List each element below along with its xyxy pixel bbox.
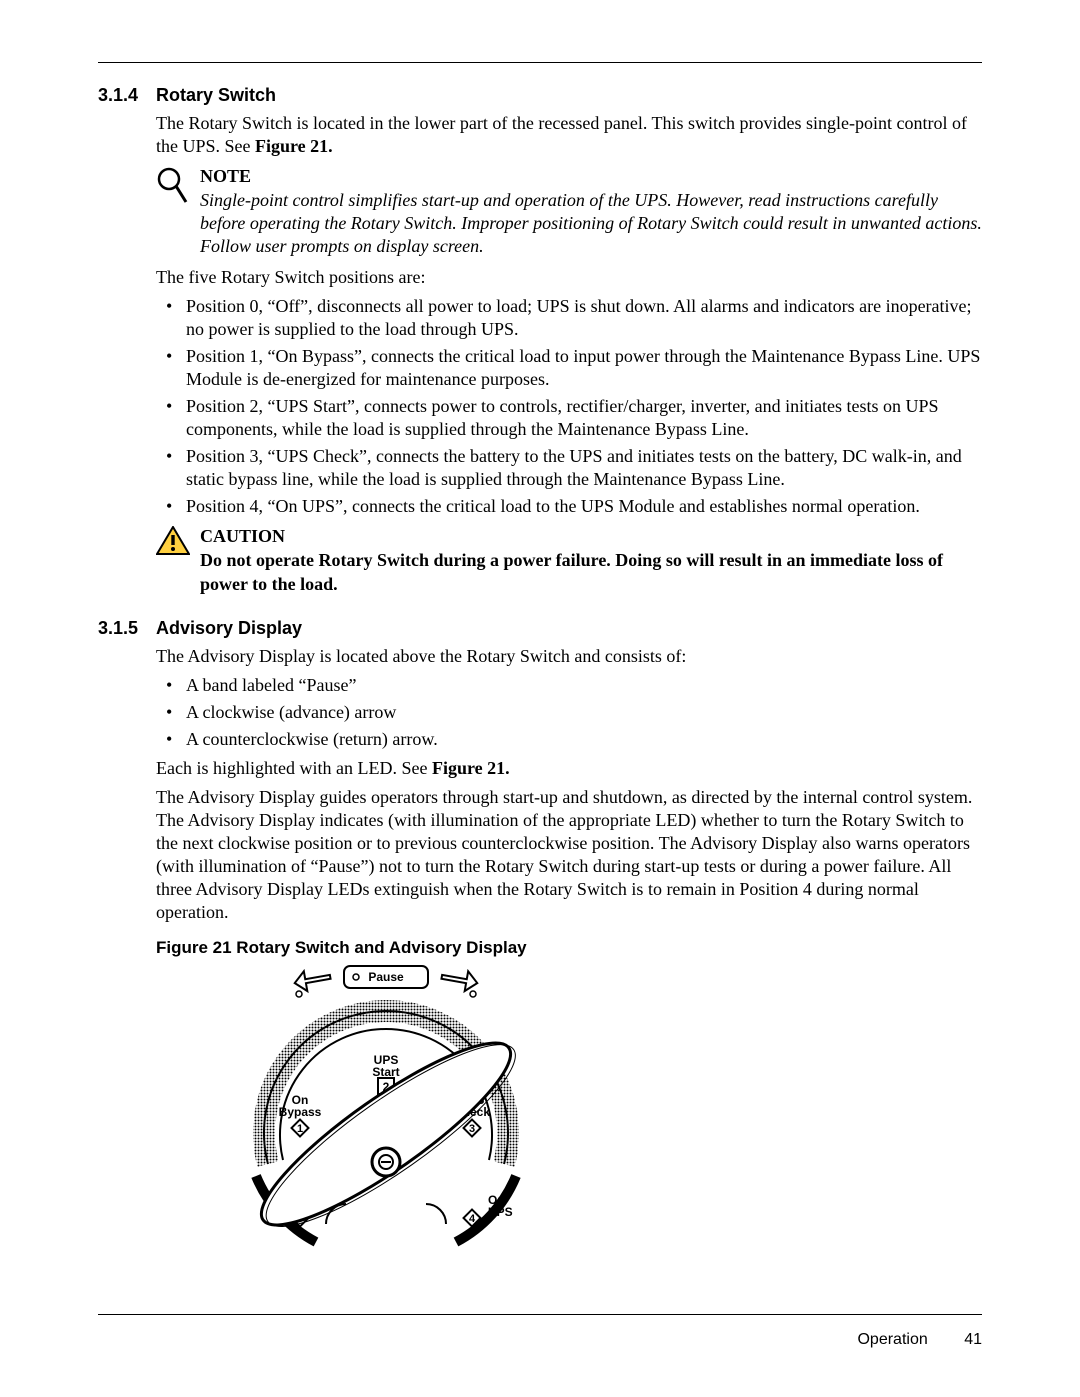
heading-rotary-switch: 3.1.4Rotary Switch <box>98 85 982 106</box>
advisory-p2: Each is highlighted with an LED. See Fig… <box>156 757 982 780</box>
bottom-rule <box>98 1314 982 1315</box>
list-item: A band labeled “Pause” <box>186 674 982 697</box>
positions-lead: The five Rotary Switch positions are: <box>156 266 982 289</box>
positions-list: Position 0, “Off”, disconnects all power… <box>156 295 982 518</box>
pos-num-4: 4 <box>469 1213 476 1225</box>
label-ups-start: UPSStart <box>372 1053 399 1079</box>
pause-band: Pause <box>344 966 428 988</box>
note-text: NOTE Single-point control simplifies sta… <box>200 166 982 258</box>
advisory-intro: The Advisory Display is located above th… <box>156 645 982 668</box>
note-icon-col <box>156 166 200 258</box>
label-on-bypass: OnBypass <box>279 1093 322 1119</box>
list-item: A clockwise (advance) arrow <box>186 701 982 724</box>
heading-title: Advisory Display <box>156 618 302 638</box>
caution-body: Do not operate Rotary Switch during a po… <box>200 549 982 595</box>
magnifier-icon <box>156 166 188 206</box>
list-item: Position 2, “UPS Start”, connects power … <box>186 395 982 441</box>
list-item: A counterclockwise (return) arrow. <box>186 728 982 751</box>
caution-block: CAUTION Do not operate Rotary Switch dur… <box>156 526 982 595</box>
return-arrow-icon <box>293 967 332 997</box>
heading-advisory-display: 3.1.5Advisory Display <box>98 618 982 639</box>
caution-text: CAUTION Do not operate Rotary Switch dur… <box>200 526 982 595</box>
figure-caption: Figure 21 Rotary Switch and Advisory Dis… <box>156 938 982 958</box>
pos-num-3: 3 <box>469 1123 475 1135</box>
advisory-p2-figref: Figure 21. <box>432 758 510 778</box>
advisory-list: A band labeled “Pause” A clockwise (adva… <box>156 674 982 751</box>
footer-page-number: 41 <box>964 1331 982 1348</box>
note-block: NOTE Single-point control simplifies sta… <box>156 166 982 258</box>
top-rule <box>98 62 982 63</box>
rotary-intro: The Rotary Switch is located in the lowe… <box>156 112 982 158</box>
advisory-p3: The Advisory Display guides operators th… <box>156 786 982 924</box>
note-title: NOTE <box>200 166 982 187</box>
heading-number: 3.1.5 <box>98 618 156 639</box>
figure-wrap: Pause UPSSta <box>156 964 982 1254</box>
rotary-intro-figref: Figure 21. <box>255 136 333 156</box>
note-body: Single-point control simplifies start-up… <box>200 189 982 258</box>
page-footer: Operation 41 <box>857 1331 982 1349</box>
pause-label: Pause <box>368 970 404 984</box>
list-item: Position 3, “UPS Check”, connects the ba… <box>186 445 982 491</box>
caution-icon <box>156 526 190 556</box>
rotary-switch-figure: Pause UPSSta <box>196 964 576 1254</box>
advisory-p2-text: Each is highlighted with an LED. See <box>156 758 432 778</box>
pos-num-1: 1 <box>297 1123 303 1135</box>
list-item: Position 1, “On Bypass”, connects the cr… <box>186 345 982 391</box>
caution-icon-col <box>156 526 200 595</box>
advance-arrow-icon <box>440 967 479 997</box>
caution-title: CAUTION <box>200 526 982 547</box>
footer-section: Operation <box>857 1331 927 1348</box>
heading-title: Rotary Switch <box>156 85 276 105</box>
heading-number: 3.1.4 <box>98 85 156 106</box>
list-item: Position 4, “On UPS”, connects the criti… <box>186 495 982 518</box>
list-item: Position 0, “Off”, disconnects all power… <box>186 295 982 341</box>
